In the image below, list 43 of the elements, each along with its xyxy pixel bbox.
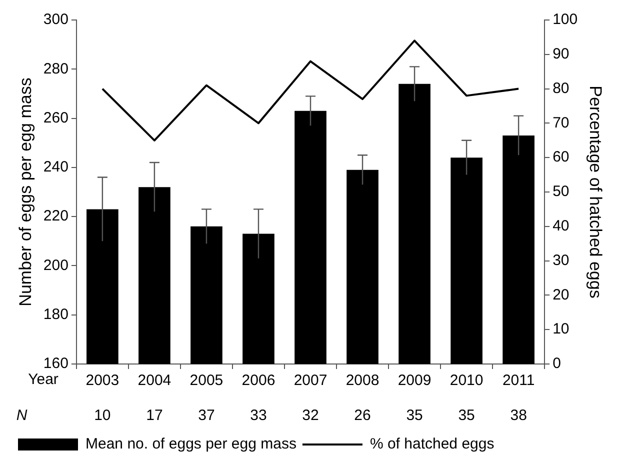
text: 33 — [250, 407, 267, 424]
x-tick-label: 2003 — [86, 372, 120, 390]
y2-tick-label: 10 — [552, 320, 570, 338]
text: 26 — [354, 407, 371, 424]
y2-tick-label: 0 — [552, 355, 561, 372]
text: 35 — [406, 407, 423, 424]
y2-tick-label: 40 — [552, 218, 570, 235]
y-tick-label: 280 — [43, 60, 68, 78]
x-tick-label: 2010 — [450, 372, 484, 390]
y2-axis-title: Percentage of hatched eggs — [586, 86, 606, 298]
x-tick-label: 2009 — [398, 372, 432, 390]
y-axis-title: Number of eggs per egg mass — [16, 78, 35, 306]
x-tick-label: 2004 — [138, 372, 172, 390]
text: 32 — [302, 407, 319, 424]
y2-tick-label: 30 — [552, 252, 570, 269]
y2-tick-label: 80 — [552, 80, 570, 97]
x-tick-label: 2008 — [346, 372, 380, 390]
y-tick-label: 180 — [43, 306, 68, 323]
x-tick-label: 2011 — [502, 372, 535, 390]
y-tick-label: 240 — [43, 158, 68, 176]
text: 17 — [146, 407, 163, 424]
x-tick-label: 2005 — [190, 372, 224, 390]
y-tick-label: 220 — [43, 208, 68, 225]
y2-tick-label: 90 — [552, 46, 570, 63]
y2-tick-label: 100 — [552, 11, 578, 28]
y2-tick-label: 70 — [552, 114, 570, 132]
text: 37 — [198, 407, 215, 424]
y-tick-label: 300 — [43, 11, 68, 28]
x-tick-label: 2006 — [242, 372, 276, 390]
y2-tick-label: 20 — [552, 286, 570, 304]
y-tick-label: 260 — [43, 109, 68, 126]
text: 35 — [458, 407, 475, 424]
y-tick-label: 160 — [43, 355, 68, 372]
y2-tick-label: 50 — [552, 183, 570, 200]
x-tick-label: 2007 — [294, 372, 328, 390]
y-tick-label: 200 — [43, 256, 68, 274]
text: 10 — [94, 407, 111, 424]
text: N — [16, 407, 28, 424]
legend-label: % of hatched eggs — [370, 436, 494, 453]
legend-label: Mean no. of eggs per egg mass — [86, 436, 296, 453]
text: 38 — [510, 407, 527, 424]
y2-tick-label: 60 — [552, 148, 570, 166]
x-axis-title: Year — [28, 371, 58, 388]
